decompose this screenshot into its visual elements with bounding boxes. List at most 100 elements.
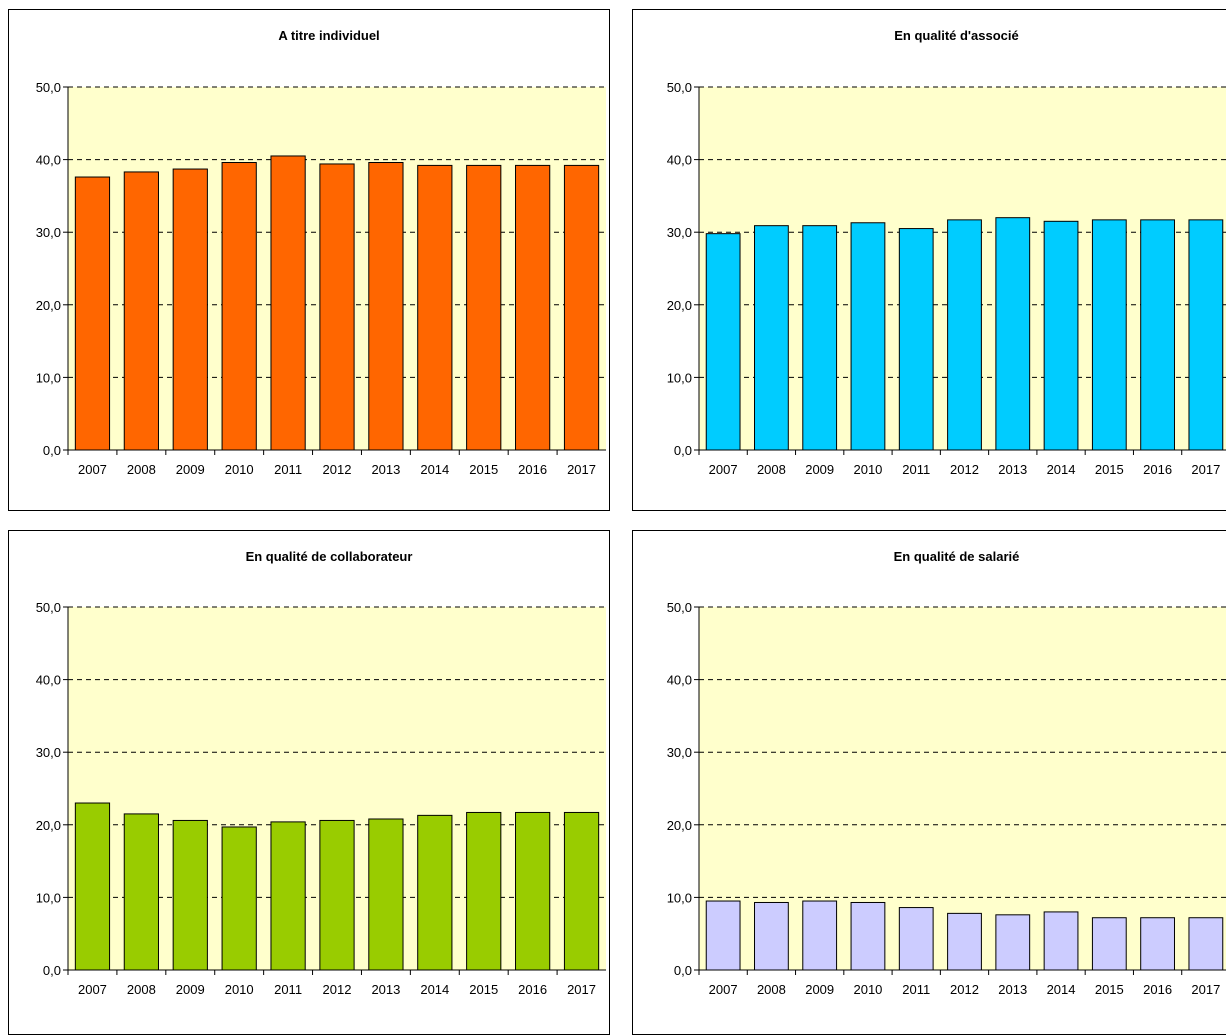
x-tick-label: 2009	[176, 462, 205, 477]
bar-2011	[270, 155, 306, 451]
x-tick-label: 2013	[371, 462, 400, 477]
bar-2008	[754, 901, 789, 971]
x-tick-label: 2013	[371, 982, 400, 997]
bar-2014	[417, 814, 453, 971]
x-tick-label: 2014	[1047, 462, 1076, 477]
bar-2007	[705, 900, 741, 971]
y-tick-label: 50,0	[36, 600, 61, 615]
x-tick-label: 2011	[274, 462, 302, 477]
y-tick-label: 0,0	[43, 963, 61, 978]
x-tick-label: 2014	[420, 982, 449, 997]
y-tick-label: 20,0	[36, 818, 61, 833]
x-tick-label: 2007	[709, 462, 738, 477]
y-tick-label: 40,0	[667, 673, 692, 688]
bar-2012	[947, 219, 982, 451]
x-tick-label: 2009	[805, 982, 834, 997]
y-tick-label: 10,0	[36, 370, 61, 385]
bar-2015	[1091, 219, 1127, 451]
bar-2008	[123, 813, 159, 971]
x-tick-label: 2012	[950, 982, 979, 997]
bar-2013	[995, 914, 1031, 971]
bar-2010	[850, 901, 886, 971]
x-tick-label: 2011	[902, 462, 930, 477]
y-tick-label: 30,0	[667, 745, 692, 760]
x-tick-label: 2010	[853, 982, 882, 997]
y-tick-label: 40,0	[667, 153, 692, 168]
bar-2010	[221, 162, 257, 451]
y-tick-label: 10,0	[667, 370, 692, 385]
x-tick-label: 2015	[1095, 462, 1124, 477]
y-tick-label: 0,0	[674, 963, 692, 978]
x-tick-label: 2007	[78, 982, 107, 997]
x-tick-label: 2011	[274, 982, 302, 997]
x-tick-label: 2017	[567, 982, 596, 997]
x-tick-label: 2008	[757, 462, 786, 477]
bar-2011	[270, 821, 306, 971]
bar-2014	[1043, 911, 1079, 971]
bar-2009	[802, 900, 838, 971]
y-tick-label: 30,0	[667, 225, 692, 240]
chart-title-associe: En qualité d'associé	[894, 28, 1018, 43]
bar-2007	[705, 233, 741, 451]
chart-associe: En qualité d'associé 0,0 10,0 20,0 30,0 40,0 5…	[667, 28, 1226, 477]
x-tick-label: 2016	[518, 982, 547, 997]
bar-2012	[319, 819, 355, 971]
y-tick-label: 0,0	[674, 443, 692, 458]
x-tick-label: 2015	[469, 462, 498, 477]
x-tick-label: 2015	[469, 982, 498, 997]
chart-title-salarie: En qualité de salarié	[894, 549, 1020, 564]
bar-2017	[563, 164, 600, 451]
bar-2014	[417, 164, 453, 451]
bar-2013	[368, 818, 404, 971]
bar-2016	[515, 164, 551, 451]
bar-2012	[319, 163, 355, 451]
x-tick-label: 2016	[518, 462, 547, 477]
chart-title-collaborateur: En qualité de collaborateur	[246, 549, 413, 564]
chart-panel-collaborateur: En qualité de collaborateur 0,0 10,0 20,0 30…	[8, 530, 610, 1035]
chart-title-individuel: A titre individuel	[278, 28, 379, 43]
bar-2010	[221, 826, 257, 971]
bar-2017	[1188, 917, 1224, 971]
x-tick-label: 2010	[853, 462, 882, 477]
x-tick-label: 2011	[902, 982, 930, 997]
x-tick-label: 2012	[323, 982, 352, 997]
bar-2017	[1188, 219, 1224, 451]
x-tick-label: 2007	[78, 462, 107, 477]
x-tick-label: 2014	[1047, 982, 1076, 997]
bar-2014	[1043, 220, 1079, 451]
bar-2009	[172, 168, 208, 451]
chart-panel-associe: En qualité d'associé 0,0 10,0 20,0 30,0 40,0 5…	[632, 9, 1226, 511]
y-tick-label: 40,0	[36, 153, 61, 168]
x-tick-label: 2009	[176, 982, 205, 997]
y-tick-label: 10,0	[667, 890, 692, 905]
bar-2011	[898, 907, 934, 971]
x-tick-label: 2016	[1143, 982, 1172, 997]
bar-2012	[947, 912, 982, 971]
bar-2013	[368, 162, 404, 451]
x-tick-label: 2016	[1143, 462, 1172, 477]
bar-2008	[754, 225, 789, 451]
y-tick-label: 30,0	[36, 745, 61, 760]
bar-2015	[1091, 917, 1127, 971]
bar-2007	[74, 802, 111, 971]
bar-2009	[802, 225, 838, 451]
x-tick-label: 2017	[1191, 982, 1220, 997]
bar-2015	[466, 811, 502, 971]
bar-2011	[898, 228, 934, 451]
x-tick-label: 2010	[225, 462, 254, 477]
x-tick-label: 2012	[323, 462, 352, 477]
y-tick-label: 40,0	[36, 673, 61, 688]
x-tick-label: 2017	[1191, 462, 1220, 477]
chart-collaborateur: En qualité de collaborateur 0,0 10,0 20,0 30…	[36, 549, 606, 997]
chart-panel-individuel: A titre individuel 0,0 10,0 20,0 30,0 40,0 50,…	[8, 9, 610, 511]
x-tick-label: 2013	[998, 462, 1027, 477]
x-tick-label: 2014	[420, 462, 449, 477]
y-tick-label: 20,0	[667, 818, 692, 833]
x-tick-label: 2015	[1095, 982, 1124, 997]
bar-2008	[123, 171, 159, 451]
bar-2016	[1140, 917, 1175, 971]
bar-2015	[466, 164, 502, 451]
chart-salarie: En qualité de salarié 0,0 10,0 20,0 30,0 40,0…	[667, 549, 1226, 997]
y-tick-label: 0,0	[43, 443, 61, 458]
y-tick-label: 20,0	[36, 298, 61, 313]
